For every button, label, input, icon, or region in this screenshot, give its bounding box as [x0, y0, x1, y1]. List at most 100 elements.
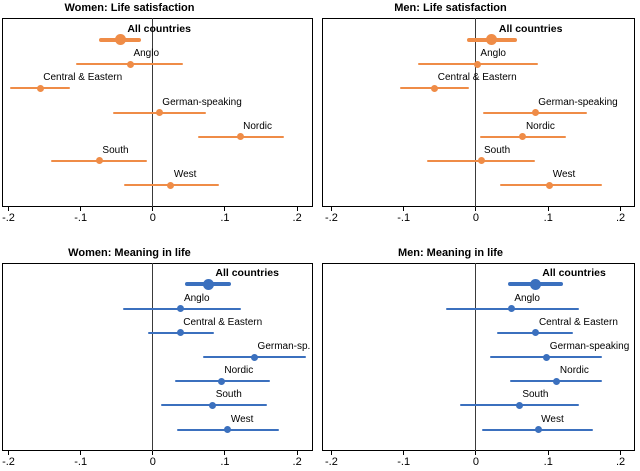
x-tick: [224, 451, 226, 455]
x-tick: [330, 207, 332, 211]
point-label: Anglo: [514, 292, 540, 304]
point-label: South: [484, 144, 511, 156]
x-tick: [403, 207, 405, 211]
point-marker: [36, 84, 44, 92]
x-tick-label: -.2: [2, 212, 15, 224]
point-marker: [532, 329, 540, 337]
x-tick: [296, 451, 298, 455]
x-tick-label: .1: [543, 212, 553, 224]
point-label: Nordic: [525, 120, 555, 132]
point-label: Central & Eastern: [538, 316, 618, 328]
x-tick: [80, 207, 82, 211]
point-label: Nordic: [224, 365, 254, 377]
x-tick-label: 0: [472, 212, 480, 224]
x-tick-label: -.2: [2, 456, 15, 468]
point-marker: [167, 181, 175, 189]
x-tick: [547, 451, 549, 455]
x-tick: [475, 451, 477, 455]
point-marker: [202, 278, 214, 290]
x-tick-label: -.1: [397, 456, 411, 468]
point-label: German-speaking: [549, 341, 630, 352]
x-tick: [296, 207, 298, 211]
x-tick-label: .2: [292, 212, 302, 224]
x-tick-label: -.1: [74, 456, 88, 468]
point-marker: [224, 426, 232, 433]
point-label: Nordic: [559, 365, 589, 377]
x-tick: [152, 207, 154, 211]
x-tick: [224, 207, 226, 211]
point-marker: [477, 157, 485, 165]
point-label: West: [230, 413, 254, 425]
point-marker: [531, 109, 539, 116]
panel-title-text: Women: Meaning in life: [68, 247, 191, 259]
panel-title: Men: Life satisfaction: [322, 2, 635, 14]
x-tick-label: -.1: [397, 212, 411, 224]
point-marker: [546, 181, 554, 189]
point-marker: [176, 329, 184, 337]
zero-reference-line: [152, 263, 154, 451]
point-label: German-speaking: [538, 96, 618, 108]
panel-title: Men: Meaning in life: [322, 247, 635, 259]
point-label: Nordic: [243, 120, 273, 132]
point-marker: [543, 353, 551, 361]
x-tick-label: -.2: [324, 212, 338, 224]
point-label: Anglo: [133, 48, 160, 60]
panel-title-text: Women: Life satisfaction: [64, 2, 195, 14]
x-tick: [7, 451, 9, 455]
point-label: South: [102, 144, 129, 156]
point-label: South: [215, 389, 242, 401]
x-tick: [152, 451, 154, 455]
point-label: All countries: [127, 22, 191, 35]
x-tick-label: -.2: [324, 456, 338, 468]
zero-reference-line: [475, 18, 477, 207]
panel-title-text: Men: Life satisfaction: [394, 2, 507, 14]
point-marker: [529, 278, 541, 290]
panel-title: Women: Meaning in life: [2, 247, 313, 259]
point-marker: [534, 426, 542, 433]
x-tick-label: .1: [220, 456, 230, 468]
x-tick: [403, 451, 405, 455]
x-tick-label: 0: [472, 456, 480, 468]
point-label: West: [552, 169, 576, 180]
x-tick: [330, 451, 332, 455]
point-marker: [515, 401, 523, 409]
point-marker: [236, 133, 244, 141]
plot-area: [322, 18, 635, 207]
point-label: Central & Eastern: [43, 72, 123, 84]
x-tick-label: 0: [149, 456, 156, 468]
x-tick: [547, 207, 549, 211]
x-tick-label: .2: [292, 456, 302, 468]
point-label: German-sp.: [257, 341, 311, 352]
point-label: Central & Eastern: [437, 72, 517, 84]
zero-reference-line: [475, 263, 477, 451]
point-label: German-speaking: [162, 96, 242, 108]
x-tick-label: .1: [220, 212, 230, 224]
point-marker: [486, 34, 498, 46]
point-marker: [519, 133, 527, 141]
x-tick-label: .2: [615, 212, 626, 224]
point-label: Central & Eastern: [183, 316, 263, 328]
point-marker: [507, 305, 515, 313]
point-marker: [155, 109, 163, 116]
panel-title-text: Men: Meaning in life: [397, 247, 504, 259]
point-label: South: [522, 389, 549, 401]
point-label: All countries: [498, 22, 563, 35]
point-label: All countries: [542, 267, 606, 280]
point-marker: [177, 305, 185, 313]
point-marker: [473, 60, 481, 68]
point-label: West: [541, 413, 564, 425]
point-marker: [95, 157, 103, 165]
x-tick: [7, 207, 9, 211]
point-marker: [217, 377, 225, 385]
point-marker: [553, 377, 561, 385]
x-tick: [80, 451, 82, 455]
x-tick: [620, 207, 622, 211]
point-label: Anglo: [480, 48, 506, 60]
point-label: Anglo: [183, 292, 210, 304]
x-tick-label: .2: [615, 456, 626, 468]
x-tick: [620, 451, 622, 455]
point-marker: [114, 34, 126, 46]
point-label: West: [173, 169, 197, 180]
point-marker: [251, 353, 259, 361]
